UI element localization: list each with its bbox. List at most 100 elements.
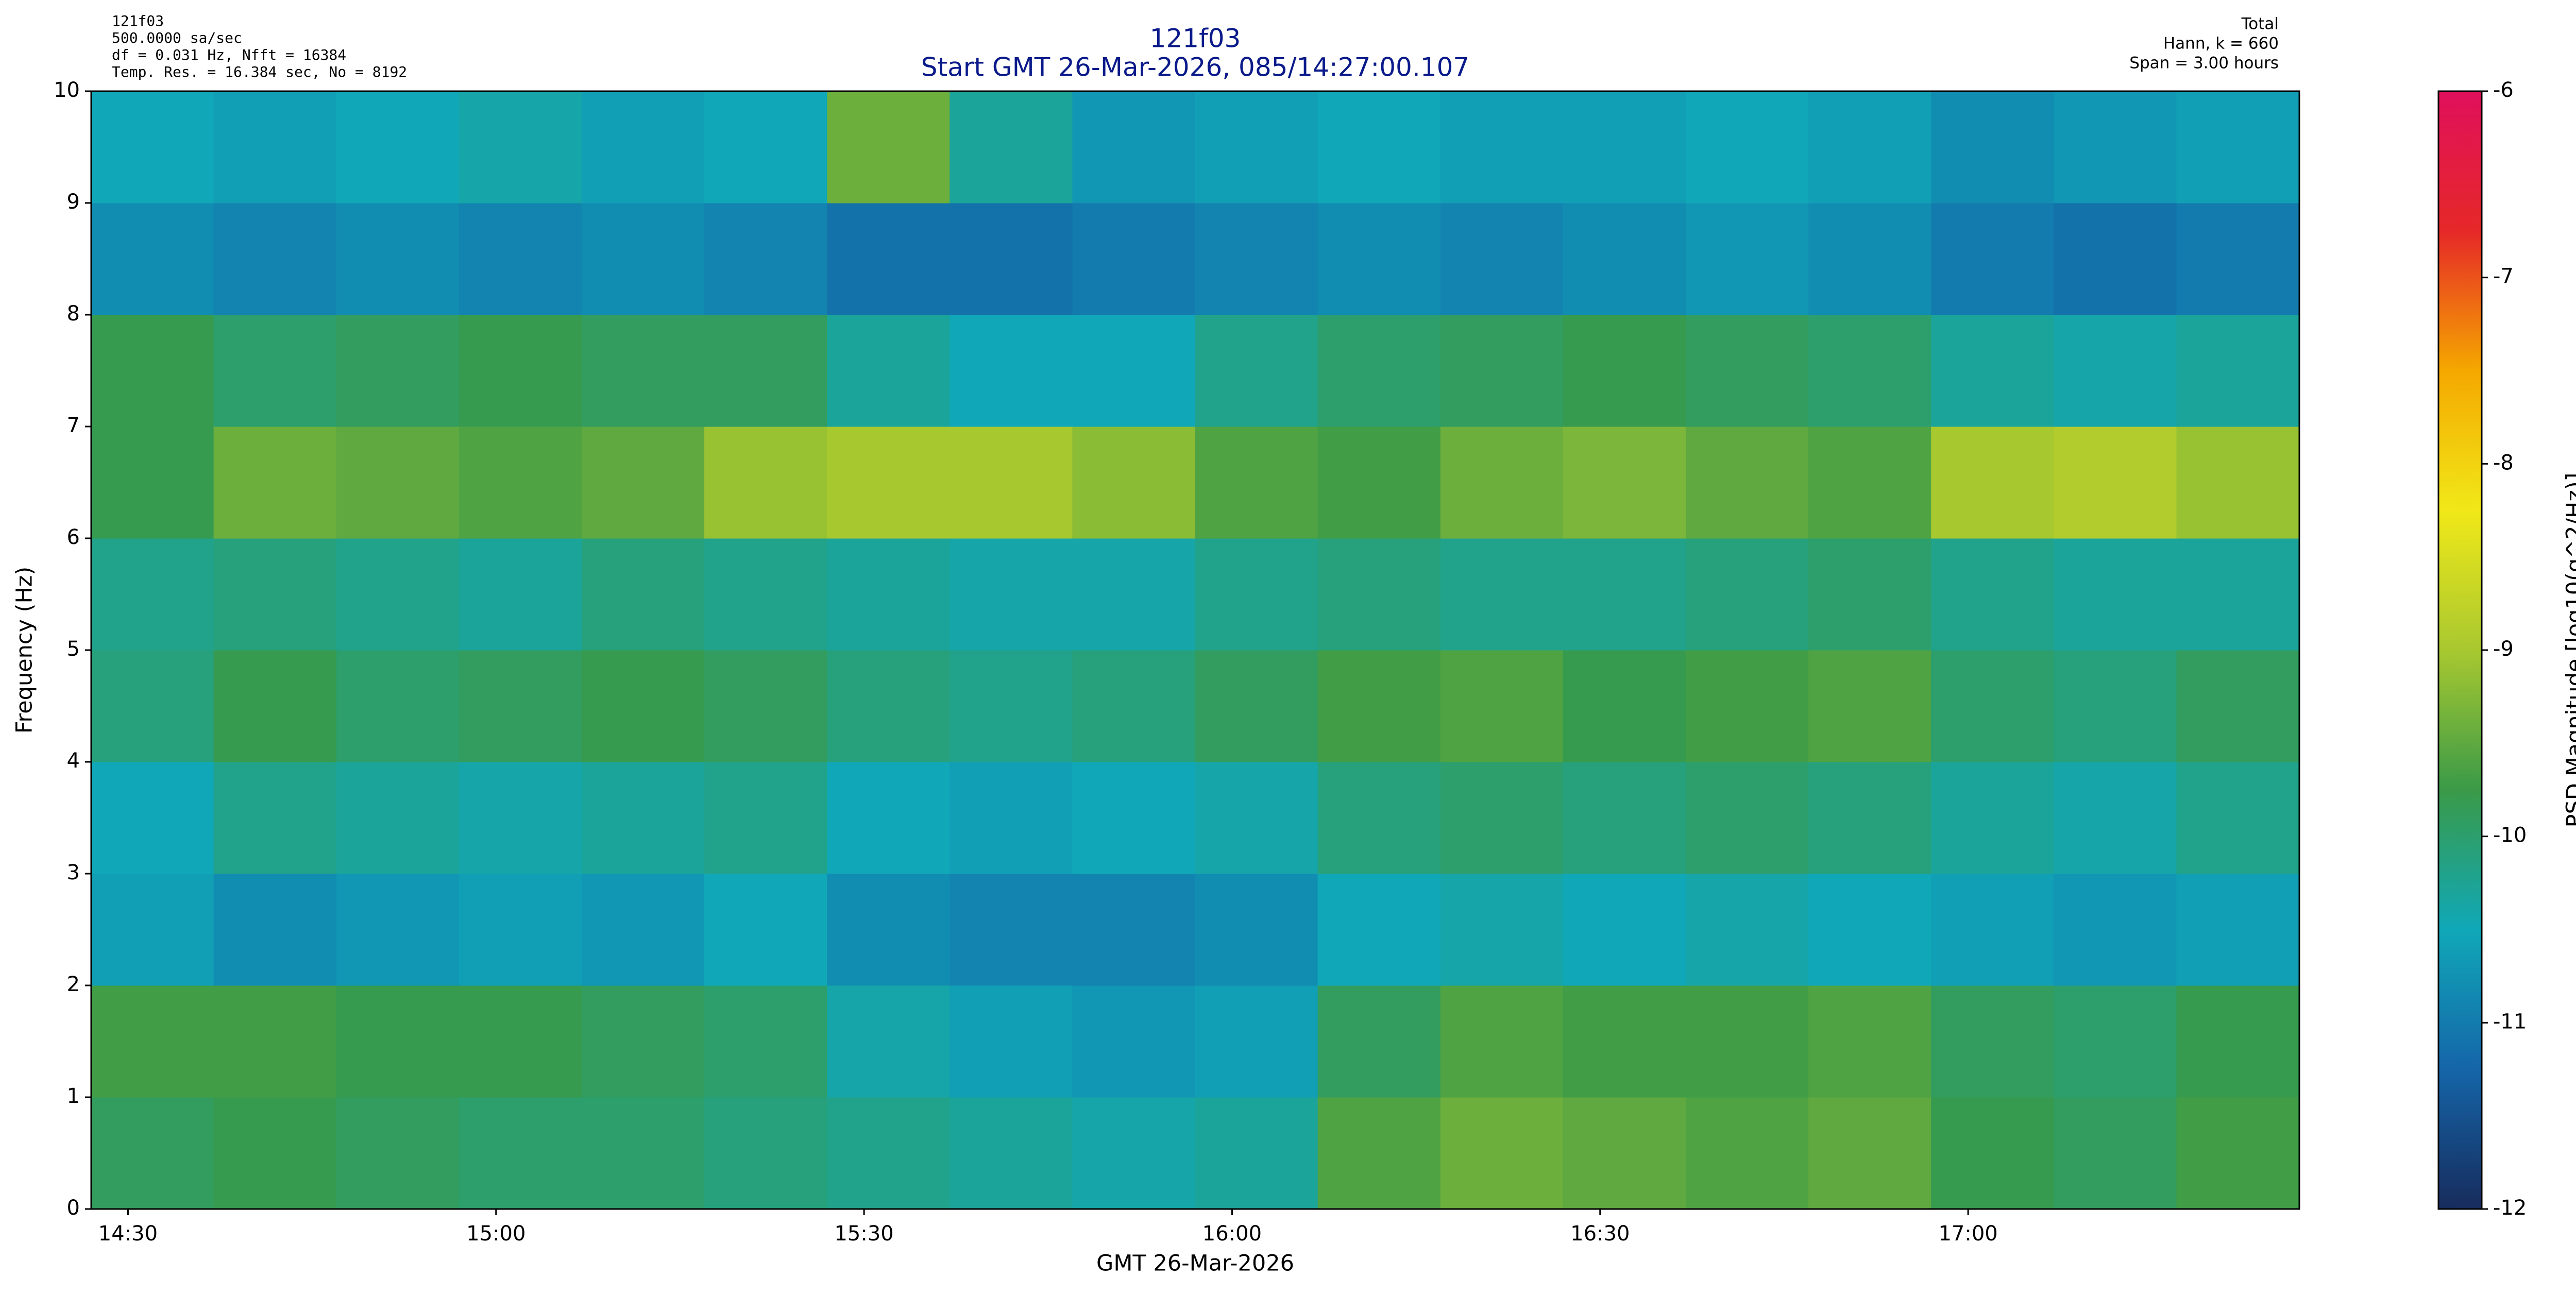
heatmap-cell — [1440, 426, 1564, 539]
heatmap-cell — [1317, 873, 1441, 986]
y-tick-label: 0 — [67, 1196, 80, 1220]
y-tick-label: 5 — [67, 637, 80, 661]
heatmap-cell — [581, 761, 705, 874]
heatmap-cell — [827, 202, 951, 315]
heatmap-cell — [91, 873, 214, 986]
colorbar-tick-label: -12 — [2493, 1196, 2527, 1220]
heatmap-cell — [2176, 91, 2300, 203]
heatmap-cell — [1563, 538, 1686, 651]
heatmap-cell — [704, 761, 828, 874]
heatmap-cell — [1808, 761, 1932, 874]
heatmap-cell — [1808, 650, 1932, 762]
heatmap-cell — [1931, 426, 2055, 539]
heatmap-cell — [213, 202, 337, 315]
x-axis-label: GMT 26-Mar-2026 — [1096, 1251, 1294, 1276]
heatmap-cell — [2176, 650, 2300, 762]
heatmap-cell — [704, 538, 828, 651]
heatmap-cell — [1072, 426, 1196, 539]
heatmap-cell — [459, 985, 582, 1098]
y-tick-label: 6 — [67, 525, 80, 549]
heatmap-cell — [704, 91, 828, 203]
heatmap-cell — [950, 1097, 1073, 1210]
heatmap-cell — [459, 426, 582, 539]
heatmap-cell — [1440, 314, 1564, 427]
heatmap-cell — [1072, 650, 1196, 762]
chart-subtitle: Start GMT 26-Mar-2026, 085/14:27:00.107 — [921, 53, 1469, 82]
y-tick-label: 4 — [67, 749, 80, 773]
heatmap-cell — [2054, 91, 2177, 203]
heatmap-cell — [1931, 1097, 2055, 1210]
heatmap-cell — [91, 91, 214, 203]
heatmap-cell — [213, 873, 337, 986]
heatmap-cell — [213, 314, 337, 427]
heatmap-cell — [2176, 761, 2300, 874]
heatmap-cell — [2176, 1097, 2300, 1210]
heatmap-cell — [1808, 426, 1932, 539]
heatmap-cell — [459, 91, 582, 203]
heatmap-cell — [704, 873, 828, 986]
heatmap-cell — [2176, 426, 2300, 539]
heatmap-cell — [1931, 202, 2055, 315]
heatmap-cell — [704, 1097, 828, 1210]
y-tick-label: 8 — [67, 302, 80, 326]
heatmap-cell — [827, 91, 951, 203]
heatmap-cell — [1195, 761, 1318, 874]
heatmap-cell — [827, 1097, 951, 1210]
heatmap-cell — [1563, 873, 1686, 986]
y-tick-label: 9 — [67, 190, 80, 214]
heatmap-cell — [1317, 761, 1441, 874]
colorbar-tick-label: -7 — [2493, 265, 2514, 288]
heatmap-cell — [1195, 1097, 1318, 1210]
heatmap-cell — [2176, 873, 2300, 986]
heatmap-cell — [1563, 985, 1686, 1098]
heatmap-cell — [336, 761, 460, 874]
heatmap-cell — [1563, 1097, 1686, 1210]
heatmap-cell — [1563, 650, 1686, 762]
heatmap-cell — [1563, 91, 1686, 203]
heatmap-cell — [1195, 202, 1318, 315]
heatmap-cell — [1808, 202, 1932, 315]
heatmap-cell — [581, 873, 705, 986]
heatmap-cell — [336, 202, 460, 315]
heatmap-cell — [1195, 873, 1318, 986]
heatmap-cell — [336, 985, 460, 1098]
heatmap-cell — [827, 538, 951, 651]
y-tick-label: 1 — [67, 1084, 80, 1108]
heatmap-cell — [1931, 650, 2055, 762]
heatmap-cell — [1440, 538, 1564, 651]
heatmap-cell — [950, 761, 1073, 874]
heatmap-cell — [1195, 426, 1318, 539]
heatmap-cell — [827, 314, 951, 427]
heatmap-cell — [1685, 985, 1809, 1098]
heatmap-cell — [213, 650, 337, 762]
info-right: Hann, k = 660 — [2163, 35, 2279, 53]
heatmap-cell — [704, 650, 828, 762]
heatmap-cell — [1440, 761, 1564, 874]
heatmap-cell — [1317, 985, 1441, 1098]
colorbar-tick-label: -11 — [2493, 1010, 2527, 1033]
y-tick-label: 3 — [67, 861, 80, 884]
heatmap-cell — [1072, 91, 1196, 203]
heatmap-cell — [1072, 538, 1196, 651]
heatmap-cell — [1440, 202, 1564, 315]
heatmap-cell — [581, 650, 705, 762]
heatmap-cell — [1685, 202, 1809, 315]
heatmap-cell — [950, 985, 1073, 1098]
heatmap-cell — [950, 202, 1073, 315]
heatmap-cell — [1685, 91, 1809, 203]
heatmap-cell — [1440, 985, 1564, 1098]
heatmap-cell — [1931, 91, 2055, 203]
heatmap-cell — [1317, 91, 1441, 203]
heatmap-cell — [1563, 761, 1686, 874]
heatmap-cell — [336, 873, 460, 986]
heatmap-cell — [91, 202, 214, 315]
heatmap-cell — [1195, 91, 1318, 203]
heatmap-cell — [827, 761, 951, 874]
heatmap-cell — [581, 202, 705, 315]
heatmap-cell — [213, 985, 337, 1098]
heatmap-cell — [2054, 426, 2177, 539]
heatmap-cell — [336, 538, 460, 651]
heatmap-cell — [2054, 314, 2177, 427]
heatmap-cell — [91, 1097, 214, 1210]
